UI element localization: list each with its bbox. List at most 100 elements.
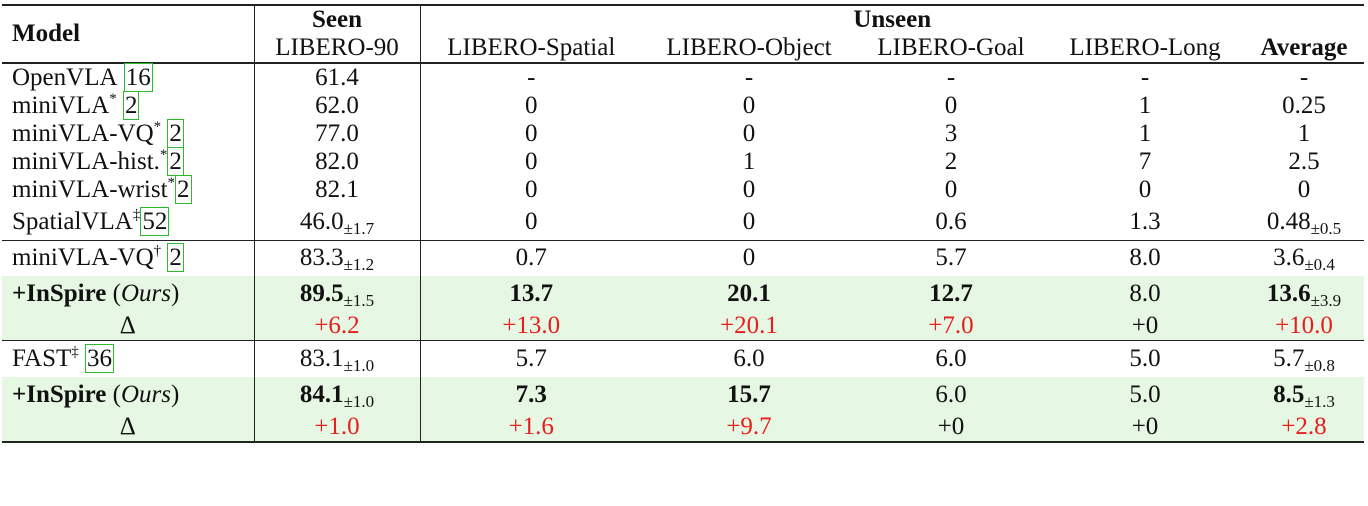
model-name: OpenVLA	[12, 64, 118, 91]
cell-libero-spatial: 7.3	[420, 376, 642, 413]
cell-libero-goal: 6.0	[856, 340, 1046, 377]
model-name: miniVLA-VQ	[12, 244, 154, 272]
header-unseen: Unseen	[420, 4, 1364, 34]
table-row-highlighted: +InSpire (Ours) 89.5±1.5 13.7 20.1 12.7 …	[2, 276, 1364, 312]
citation-link[interactable]: 2	[167, 243, 184, 273]
cell-average: +10.0	[1244, 312, 1364, 341]
model-name: miniVLA-hist.	[12, 148, 160, 175]
model-cell: OpenVLA 16	[2, 62, 255, 92]
table-row: OpenVLA 16 61.4 - - - - -	[2, 62, 1364, 92]
cell-libero-90: 62.0	[254, 92, 421, 120]
method-note: Ours	[120, 380, 171, 408]
cell-average: 5.7±0.8	[1244, 340, 1364, 377]
cell-std: ±1.7	[343, 218, 375, 238]
cell-libero-90: +1.0	[254, 412, 421, 443]
model-cell: SpatialVLA‡52	[2, 204, 255, 240]
cell-std: ±0.5	[1310, 218, 1342, 238]
table-row: FAST‡ 36 83.1±1.0 5.7 6.0 6.0 5.0 5.7±0.…	[2, 340, 1364, 377]
cell-libero-90: 77.0	[254, 120, 421, 148]
cell-libero-spatial: 0	[525, 92, 538, 119]
model-sup: *	[159, 147, 168, 163]
cell-libero-object: 1	[742, 148, 756, 175]
citation-link[interactable]: 52	[140, 206, 170, 236]
model-cell: +InSpire (Ours)	[2, 376, 255, 413]
header-col-libero-spatial: LIBERO-Spatial	[447, 34, 616, 61]
header-model: Model	[2, 4, 255, 63]
cell-libero-90: 83.1±1.0	[254, 340, 421, 377]
cell-value: 0.48	[1266, 207, 1311, 235]
cell-average: 8.5±1.3	[1244, 376, 1364, 413]
model-sup: *	[167, 175, 176, 191]
cell-average: 0	[1297, 176, 1311, 203]
cell-libero-long: -	[1046, 62, 1244, 92]
cell-libero-long: +0	[1046, 312, 1244, 341]
cell-value: 3.6	[1273, 244, 1305, 272]
cell-value: 13.6	[1266, 280, 1311, 307]
cell-libero-goal: 0	[944, 176, 958, 203]
cell-libero-goal: +0	[856, 412, 1046, 443]
cell-libero-object: 0	[642, 239, 856, 276]
cell-std: ±3.9	[1310, 291, 1342, 310]
cell-libero-object: 15.7	[642, 376, 856, 413]
cell-libero-long: 1	[1138, 92, 1152, 119]
cell-std: ±0.8	[1304, 355, 1335, 375]
cell-libero-90: 83.3±1.2	[254, 239, 421, 276]
header-col-libero-90: LIBERO-90	[254, 34, 421, 63]
cell-value: 46.0	[299, 207, 344, 235]
cell-libero-goal: 0.6	[935, 207, 967, 235]
cell-libero-90: 82.1	[254, 176, 421, 204]
header-col-libero-long: LIBERO-Long	[1069, 34, 1221, 61]
cell-average: 1	[1297, 120, 1311, 147]
citation-link[interactable]: 2	[167, 119, 184, 148]
citation-link[interactable]: 16	[123, 63, 153, 92]
cell-average: +2.8	[1244, 412, 1364, 443]
cell-libero-object: 20.1	[642, 276, 856, 312]
cell-average: -	[1244, 62, 1364, 92]
cell-std: ±1.0	[343, 391, 375, 411]
table-row: miniVLA-VQ† 2 83.3±1.2 0.7 0 5.7 8.0 3.6…	[2, 239, 1364, 276]
cell-average: 3.6±0.4	[1244, 239, 1364, 276]
header-col-libero-goal: LIBERO-Goal	[877, 34, 1025, 61]
cell-value: 89.5	[299, 280, 344, 307]
delta-label: Δ	[2, 312, 255, 341]
cell-average: 0.25	[1282, 92, 1326, 119]
cell-libero-long: 1	[1138, 120, 1152, 147]
citation-link[interactable]: 36	[85, 343, 115, 373]
table-row-delta: Δ +1.0 +1.6 +9.7 +0 +0 +2.8	[2, 412, 1364, 443]
cell-libero-object: 0	[742, 207, 756, 235]
citation-link[interactable]: 2	[167, 147, 184, 176]
model-cell: miniVLA* 2	[2, 91, 255, 120]
model-sup: ‡	[132, 206, 141, 223]
cell-libero-90: +6.2	[254, 312, 421, 341]
cell-libero-90: 61.4	[254, 62, 421, 92]
cell-libero-object: 0	[742, 92, 756, 119]
table-row: miniVLA-wrist*2 82.1 0 0 0 0 0	[2, 175, 1364, 204]
cell-libero-goal: 5.7	[856, 239, 1046, 276]
model-name: miniVLA	[12, 92, 110, 119]
table-row: miniVLA* 2 62.0 0 0 0 1 0.25	[2, 91, 1364, 120]
cell-libero-object: +9.7	[642, 412, 856, 443]
citation-link[interactable]: 2	[175, 175, 192, 204]
cell-libero-long: 7	[1138, 148, 1152, 175]
cell-libero-spatial: +1.6	[420, 412, 642, 443]
cell-libero-long: 5.0	[1046, 340, 1244, 377]
cell-value: 61.4	[315, 64, 359, 91]
cell-libero-spatial: 0	[525, 120, 538, 147]
cell-std: ±1.3	[1304, 391, 1335, 411]
header-seen: Seen	[254, 4, 421, 34]
cell-libero-long: 1.3	[1129, 207, 1161, 235]
cell-std: ±1.5	[343, 291, 375, 310]
model-name: +InSpire	[12, 280, 107, 307]
model-cell: miniVLA-wrist*2	[2, 175, 255, 204]
results-table: Model Seen Unseen LIBERO-90 LIBERO-Spati…	[2, 4, 1364, 443]
method-note: Ours	[120, 280, 171, 307]
citation-link[interactable]: 2	[122, 91, 140, 120]
cell-libero-goal: -	[856, 62, 1046, 92]
cell-libero-object: 0	[742, 176, 756, 203]
table-row-highlighted: +InSpire (Ours) 84.1±1.0 7.3 15.7 6.0 5.…	[2, 376, 1364, 413]
model-name: +InSpire	[12, 380, 107, 408]
cell-libero-spatial: 0	[525, 148, 538, 175]
header-col-libero-object: LIBERO-Object	[666, 34, 832, 61]
cell-libero-90: 46.0±1.7	[254, 204, 421, 240]
cell-libero-spatial: 5.7	[420, 340, 642, 377]
